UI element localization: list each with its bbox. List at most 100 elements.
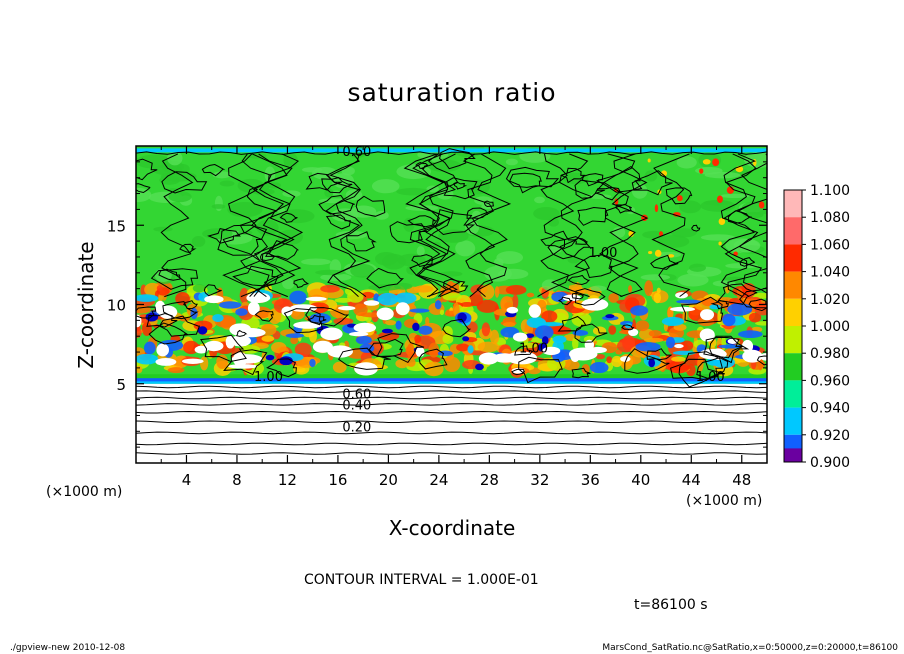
field-cell: [754, 302, 767, 316]
cloud-contour: [368, 338, 404, 358]
cloud-contour: [624, 348, 670, 374]
upper-field-cell: [279, 209, 315, 224]
field-cell: [755, 321, 767, 326]
cloud-contour: [696, 357, 729, 379]
upper-field-cell: [465, 179, 490, 195]
field-cell: [199, 356, 209, 371]
y-axis-label: Z-coordinate: [74, 241, 98, 368]
upper-field-cell: [670, 228, 697, 238]
x-tick-label: 48: [732, 471, 751, 489]
boundary-band-blue: [136, 378, 767, 383]
upper-field-cell: [192, 284, 206, 293]
colorbar: [783, 189, 803, 463]
contour-label: 1.00: [696, 370, 725, 385]
cloud-contour: [158, 268, 181, 281]
supersaturated-cell: [506, 306, 519, 314]
cloud-contour: [505, 166, 560, 188]
supersaturated-cell: [327, 345, 353, 358]
x-axis-ticks: 4 8 12 16 20 24 28 32 36 40 44 48: [160, 146, 751, 489]
cloud-contour: [680, 296, 724, 324]
colorbar-segment: [784, 217, 802, 245]
contour-label: 1.00: [519, 341, 548, 356]
upper-hot-cell: [758, 201, 765, 209]
low-cell: [395, 320, 402, 330]
supersaturated-cell: [727, 338, 738, 344]
stable-contour: [136, 431, 767, 435]
supersaturated-cell: [478, 352, 499, 365]
upper-hot-cell: [667, 254, 675, 258]
cloud-contour: [703, 337, 744, 359]
colorbar-label: 0.900: [810, 455, 850, 471]
upper-field-cell: [612, 226, 626, 238]
field-cell: [385, 320, 397, 326]
upper-field-cell: [676, 156, 697, 169]
supersaturated-cell: [415, 346, 425, 358]
cloud-contour: [574, 254, 613, 279]
colorbar-label: 0.980: [810, 346, 850, 362]
cloud-contour: [615, 204, 633, 214]
upper-contour: [537, 153, 575, 298]
colorbar-label: 1.020: [810, 292, 850, 308]
x-unit-right: (×1000 m): [686, 493, 762, 509]
upper-contour: [222, 153, 262, 297]
x-tick-label: 40: [631, 471, 650, 489]
cloud-contour: [407, 215, 437, 228]
upper-hot-cell: [658, 231, 664, 237]
low-cell: [534, 325, 554, 340]
supersaturated-cell: [337, 305, 356, 311]
upper-field-cell: [427, 159, 461, 172]
field-cell: [572, 336, 579, 350]
field-cell: [512, 294, 519, 309]
field-cell: [442, 333, 454, 344]
field-cell: [290, 336, 299, 345]
x-tick-label: 12: [278, 471, 297, 489]
colorbar-label: 1.100: [810, 183, 850, 199]
cloud-contour: [201, 163, 226, 177]
upper-contour: [720, 153, 757, 298]
colorbar-label: 0.920: [810, 428, 850, 444]
very-low-cell: [412, 322, 420, 332]
upper-contour: [608, 153, 649, 298]
field-cell: [489, 329, 500, 345]
x-tick-label: 20: [379, 471, 398, 489]
field-cell: [622, 335, 636, 351]
cloud-contour: [621, 324, 635, 331]
field-cell: [442, 292, 462, 301]
stable-contour: [136, 452, 767, 455]
cloud-contour: [574, 323, 608, 343]
cloud-contour: [207, 228, 241, 244]
upper-field-cell: [237, 178, 265, 193]
supersaturated-cell: [349, 331, 369, 337]
field-cell: [405, 346, 412, 355]
field-cell: [458, 282, 465, 293]
very-low-cell: [197, 326, 208, 335]
cloud-contour: [514, 345, 534, 356]
supersaturated-cell: [155, 357, 177, 366]
boundary-band-cyan: [136, 381, 767, 384]
field-cell: [680, 340, 694, 351]
colorbar-label: 0.940: [810, 401, 850, 417]
x-tick-label: 36: [581, 471, 600, 489]
cloud-contour: [646, 348, 673, 361]
supersaturated-cell: [231, 354, 263, 364]
field-cell: [648, 330, 662, 338]
field-cell: [653, 292, 662, 304]
field-cell: [216, 354, 229, 369]
low-cell: [235, 308, 248, 316]
low-cell: [552, 335, 567, 344]
field-cell: [494, 286, 500, 298]
upper-hot-cell: [712, 158, 720, 167]
upper-hot-cell: [654, 204, 659, 213]
field-cell: [628, 285, 633, 293]
upper-field-cell: [534, 196, 546, 204]
x-tick-label: 24: [429, 471, 448, 489]
field-cell: [697, 356, 704, 372]
upper-field-cell: [455, 240, 476, 257]
field-cell: [656, 287, 661, 294]
upper-field-cell: [212, 171, 232, 179]
upper-field-cell: [332, 173, 354, 189]
cloud-contour: [161, 171, 208, 194]
upper-field-cell: [505, 158, 518, 166]
upper-field-cell: [167, 151, 183, 166]
